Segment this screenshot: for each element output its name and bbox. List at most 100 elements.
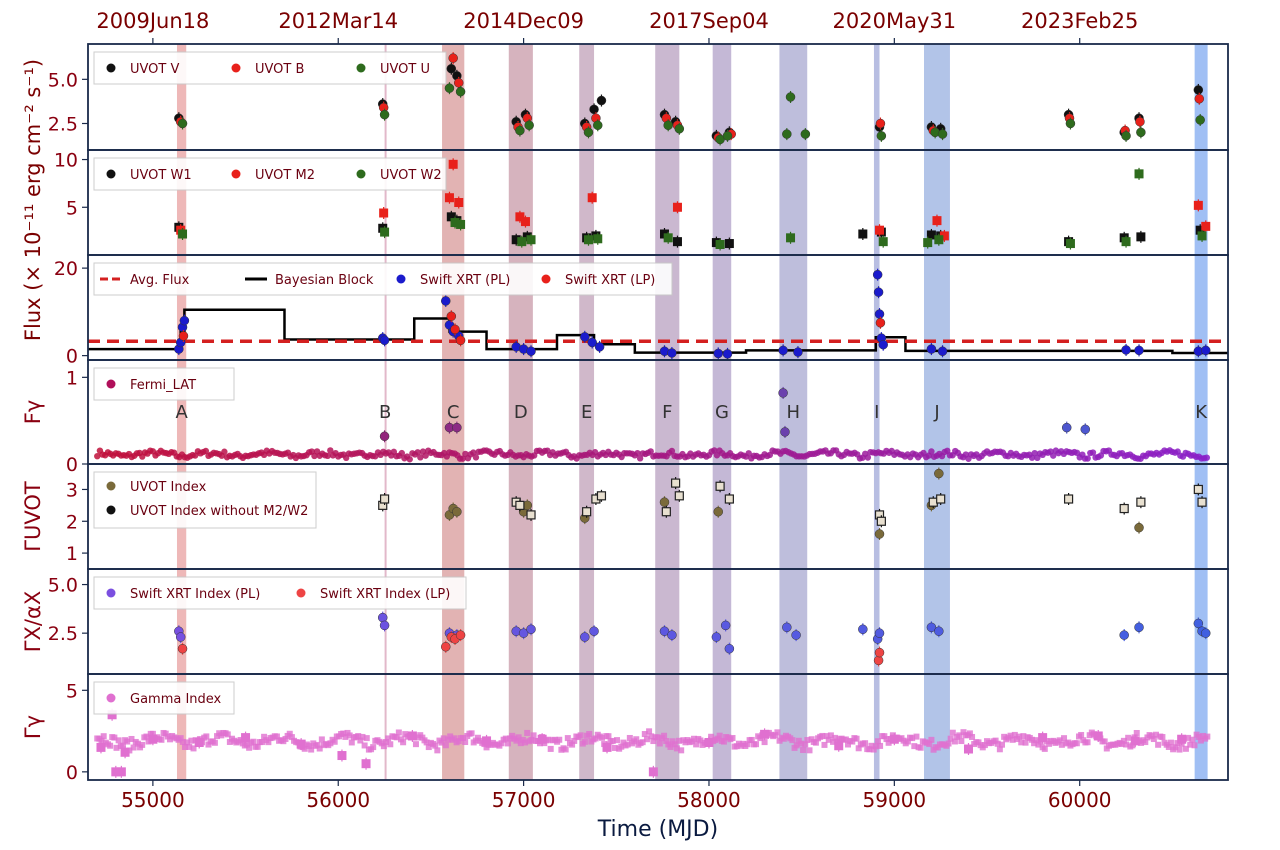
uvot-u-point [800,129,811,139]
uvot-w2-point [178,229,188,239]
gamma-index-point [237,736,244,743]
gamma-index-point [337,751,347,761]
gamma-index-point [774,729,781,736]
gamma-index-point [1035,741,1042,748]
swift-xrt-pl--point [580,332,590,342]
gamma-index-point [832,734,839,741]
gamma-index-point [224,731,231,738]
gamma-index-point [462,739,469,746]
uvot-u-point [444,83,455,93]
gamma-index-point [806,747,813,754]
gamma-index-point [1155,741,1162,748]
gamma-index-point [602,742,612,752]
y-tick-label-gamma_flux: 0 [66,454,78,476]
gamma-index-point [870,746,877,753]
swift-xrt-index-pl--point [526,624,536,635]
gamma-index-point [370,744,377,751]
uvot-index-point [1134,522,1144,533]
fermi-lat-point [379,431,390,442]
uvot-index-without-m2-w2-point [596,491,607,501]
data-points [88,52,1228,778]
y-tick-label-uvot_optical: 2.5 [48,114,78,136]
gamma-index-point [158,736,165,743]
y-tick-label-xray_index: 5.0 [48,575,78,597]
gamma-index-point [697,737,704,744]
gamma-index-point [359,733,366,740]
x-tick-label: 55000 [121,788,185,812]
gamma-index-point [592,735,599,742]
fermi-lat-point [1061,422,1072,433]
gamma-index-point [211,739,218,746]
gamma-index-point [877,742,884,749]
swift-xrt-pl--point [594,342,605,352]
gamma-index-point [1033,737,1040,744]
gamma-index-point [609,737,616,744]
uvot-index-without-m2-w2-point [1193,484,1203,495]
gamma-index-point [917,744,924,751]
y-tick-label-gamma_flux: 1 [66,367,78,389]
swift-xrt-index-pl--point [580,632,590,642]
gamma-index-point [474,734,481,741]
swift-xrt-index-pl--point [1134,622,1144,633]
gamma-index-point [1187,741,1194,748]
gamma-index-point [246,744,253,751]
gamma-index-point [671,741,678,748]
bayesian-block-line [88,308,1228,355]
gamma-index-point [1038,733,1048,743]
uvot-b-point [1135,116,1145,127]
gamma-index-point [515,734,522,741]
gamma-index-point [845,741,851,748]
uvot-w2-point [380,227,390,237]
gamma-index-point [748,736,755,743]
y-axis-label-gamma_flux: Fγ [21,400,45,425]
gamma-index-point [855,745,862,752]
top-axis-date-label: 2014Dec09 [463,9,584,33]
gamma-index-point [1195,733,1202,740]
gamma-index-point [648,733,655,740]
uvot-b-point [448,53,458,63]
uvot-m2-point [932,216,942,226]
gamma-index-point [522,739,529,746]
gamma-index-point [425,744,432,751]
gamma-index-point [753,741,760,748]
gamma-index-point [296,739,306,749]
gamma-index-point [361,759,371,769]
legend-marker-xray_index [296,588,306,598]
fermi-lat-point [864,454,872,461]
gamma-index-point [111,767,121,777]
legend-label-xray_flux: Avg. Flux [130,273,190,288]
flare-label-j: J [933,402,939,423]
gamma-index-point [1120,737,1127,744]
uvot-index-without-m2-w2-point [1197,497,1207,507]
gamma-index-point [874,738,881,745]
gamma-index-point [889,734,899,744]
gamma-index-point [181,744,188,751]
gamma-index-point [821,741,828,748]
gamma-index-point [1041,745,1048,752]
uvot-index-without-m2-w2-point [674,491,684,501]
gamma-index-point [577,732,584,739]
flare-label-k: K [1195,402,1208,423]
gamma-index-point [569,741,576,748]
uvot-m2-point [672,202,682,212]
gamma-index-point [868,742,875,749]
gamma-index-point [789,737,796,744]
gamma-index-point [111,734,118,741]
top-axis-date-label: 2023Feb25 [1021,9,1138,33]
uvot-u-point [674,124,685,134]
uvot-w2-point [456,219,466,229]
swift-xrt-pl--point [937,346,948,356]
gamma-index-point [1058,741,1065,748]
gamma-index-point [139,741,146,748]
gamma-index-point [119,742,126,749]
uvot-index-point [452,506,462,517]
gamma-index-point [113,744,120,751]
gamma-index-point [545,736,552,743]
legend-label-uvot_optical: UVOT U [380,62,430,77]
uvot-b-point [875,118,886,129]
gamma-index-point [412,741,419,748]
swift-xrt-index-lp--point [455,630,466,640]
flare-label-b: B [379,402,391,423]
uvot-m2-point [379,208,389,218]
legend-label-xray_flux: Swift XRT (PL) [420,273,510,288]
